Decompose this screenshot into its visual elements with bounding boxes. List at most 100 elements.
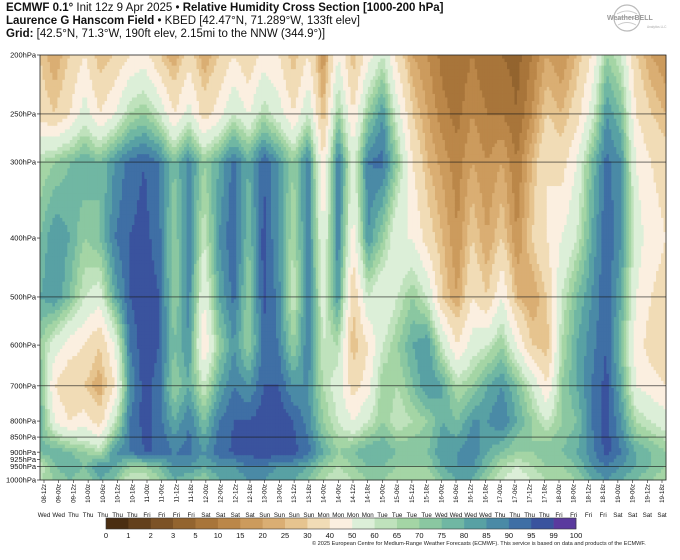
rh-cell	[92, 90, 95, 94]
rh-cell	[132, 232, 135, 236]
rh-cell	[65, 105, 68, 109]
rh-cell	[110, 66, 113, 70]
rh-cell	[80, 462, 83, 466]
rh-cell	[124, 391, 127, 395]
rh-cell	[117, 282, 120, 286]
rh-cell	[52, 289, 55, 293]
rh-cell	[119, 246, 122, 250]
rh-cell	[102, 409, 105, 413]
rh-cell	[139, 406, 142, 410]
rh-cell	[40, 158, 43, 162]
rh-cell	[134, 115, 137, 119]
rh-cell	[50, 221, 53, 225]
rh-cell	[77, 225, 80, 229]
rh-cell	[52, 445, 55, 449]
rh-cell	[62, 108, 65, 112]
rh-cell	[117, 232, 120, 236]
rh-cell	[45, 353, 48, 357]
rh-cell	[132, 367, 135, 371]
rh-cell	[137, 90, 140, 94]
rh-cell	[72, 207, 75, 211]
rh-cell	[117, 367, 120, 371]
rh-cell	[105, 427, 108, 431]
rh-cell	[80, 214, 83, 218]
rh-cell	[100, 172, 103, 176]
rh-cell	[122, 246, 125, 250]
rh-cell	[122, 69, 125, 73]
rh-cell	[75, 133, 78, 137]
rh-cell	[102, 133, 105, 137]
rh-cell	[82, 388, 85, 392]
rh-cell	[92, 314, 95, 318]
rh-cell	[110, 239, 113, 243]
rh-cell	[100, 289, 103, 293]
rh-cell	[67, 445, 70, 449]
rh-cell	[142, 190, 145, 194]
rh-cell	[62, 200, 65, 204]
rh-cell	[57, 90, 60, 94]
rh-cell	[129, 409, 132, 413]
rh-cell	[47, 342, 50, 346]
rh-cell	[142, 218, 145, 222]
rh-cell	[110, 179, 113, 183]
rh-cell	[70, 420, 73, 424]
rh-cell	[134, 140, 137, 144]
rh-cell	[47, 207, 50, 211]
rh-cell	[132, 246, 135, 250]
rh-cell	[112, 473, 115, 477]
rh-cell	[92, 253, 95, 257]
rh-cell	[119, 154, 122, 158]
rh-cell	[87, 165, 90, 169]
rh-cell	[47, 243, 50, 247]
rh-cell	[45, 154, 48, 158]
rh-cell	[70, 317, 73, 321]
rh-cell	[142, 80, 145, 84]
rh-cell	[42, 441, 45, 445]
rh-cell	[97, 335, 100, 339]
rh-cell	[117, 345, 120, 349]
rh-cell	[80, 367, 83, 371]
rh-cell	[137, 183, 140, 187]
rh-cell	[45, 126, 48, 130]
rh-cell	[57, 87, 60, 91]
rh-cell	[90, 314, 93, 318]
rh-cell	[50, 218, 53, 222]
rh-cell	[55, 73, 58, 77]
rh-cell	[137, 413, 140, 417]
rh-cell	[50, 448, 53, 452]
rh-cell	[67, 165, 70, 169]
rh-cell	[55, 168, 58, 172]
rh-cell	[77, 151, 80, 155]
rh-cell	[97, 324, 100, 328]
rh-cell	[87, 303, 90, 307]
rh-cell	[72, 253, 75, 257]
rh-cell	[110, 243, 113, 247]
rh-cell	[134, 409, 137, 413]
rh-cell	[102, 353, 105, 357]
rh-cell	[82, 165, 85, 169]
rh-cell	[47, 76, 50, 80]
rh-cell	[105, 218, 108, 222]
rh-cell	[139, 94, 142, 98]
rh-cell	[57, 416, 60, 420]
rh-cell	[47, 324, 50, 328]
rh-cell	[122, 151, 125, 155]
rh-cell	[137, 349, 140, 353]
rh-cell	[102, 299, 105, 303]
rh-cell	[107, 423, 110, 427]
rh-cell	[110, 183, 113, 187]
rh-cell	[57, 136, 60, 140]
rh-cell	[62, 207, 65, 211]
rh-cell	[132, 158, 135, 162]
rh-cell	[82, 441, 85, 445]
rh-cell	[80, 136, 83, 140]
rh-cell	[115, 391, 118, 395]
rh-cell	[127, 328, 130, 332]
rh-cell	[110, 314, 113, 318]
rh-cell	[42, 416, 45, 420]
rh-cell	[100, 310, 103, 314]
rh-cell	[107, 413, 110, 417]
rh-cell	[85, 119, 88, 123]
rh-cell	[42, 214, 45, 218]
rh-cell	[62, 253, 65, 257]
